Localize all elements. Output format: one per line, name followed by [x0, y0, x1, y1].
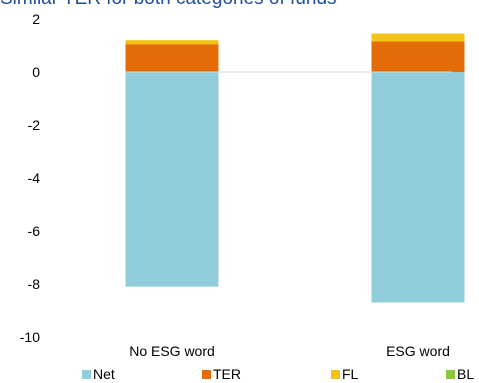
bar-fl-2 [371, 33, 465, 42]
legend-label-bl: BL [457, 366, 474, 382]
category-label: No ESG word [129, 343, 215, 359]
bars [125, 33, 465, 303]
y-tick-label: -10 [20, 329, 40, 345]
category-labels: No ESG word ESG word [129, 343, 450, 359]
y-tick-label: -4 [28, 170, 41, 186]
y-tick-label: -2 [28, 117, 41, 133]
bar-fl-1 [125, 40, 219, 45]
y-axis-ticks: 2 0 -2 -4 -6 -8 -10 [20, 11, 40, 345]
bar-ter-1 [125, 44, 219, 72]
bar-net-2 [371, 72, 465, 303]
legend: Net TER FL BL [82, 366, 474, 382]
legend-label-net: Net [93, 366, 115, 382]
chart-title: Similar TER for both categories of funds [0, 0, 479, 10]
y-tick-label: -6 [28, 223, 41, 239]
legend-swatch-net [82, 370, 91, 379]
legend-swatch-ter [202, 370, 211, 379]
legend-label-ter: TER [213, 366, 241, 382]
legend-swatch-bl [446, 370, 455, 379]
category-label: ESG word [386, 343, 450, 359]
legend-label-fl: FL [342, 366, 359, 382]
bar-ter-2 [371, 41, 465, 72]
y-tick-label: 2 [32, 11, 40, 27]
legend-swatch-fl [331, 370, 340, 379]
y-tick-label: -8 [28, 276, 41, 292]
y-tick-label: 0 [32, 64, 40, 80]
bar-net-1 [125, 72, 219, 287]
